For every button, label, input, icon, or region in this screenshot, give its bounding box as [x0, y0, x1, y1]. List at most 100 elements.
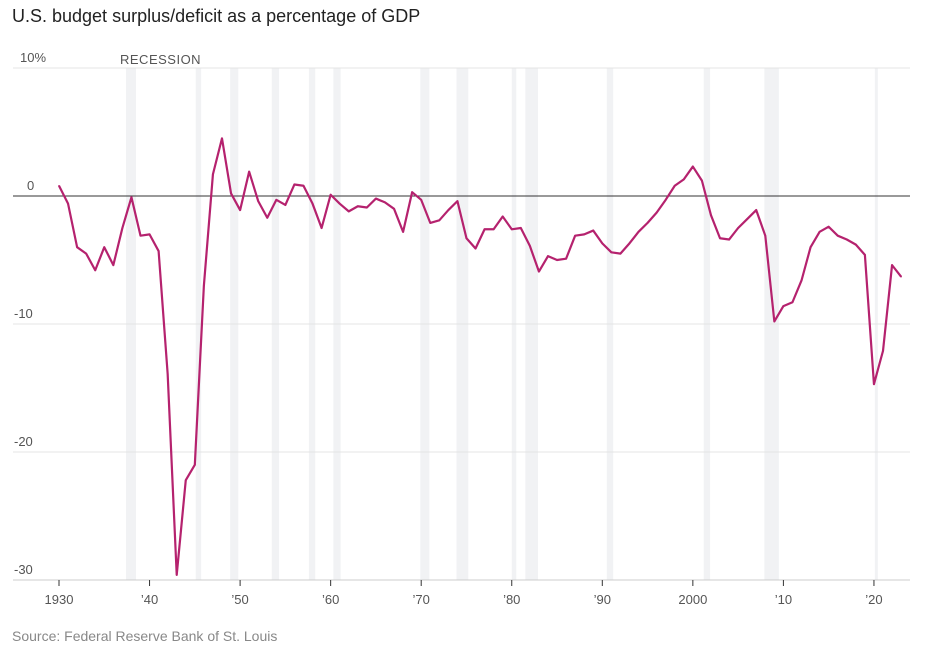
data-point: [809, 246, 812, 248]
data-point: [547, 255, 549, 257]
data-point: [592, 229, 595, 232]
data-point: [393, 208, 395, 210]
data-point: [94, 269, 97, 272]
data-point: [293, 183, 296, 186]
data-point: [474, 247, 477, 250]
x-tick-label: ’60: [322, 592, 339, 607]
data-point: [773, 320, 776, 323]
data-point: [384, 201, 386, 204]
data-point: [755, 209, 758, 211]
data-point: [492, 228, 495, 231]
data-point: [692, 165, 694, 168]
data-point: [855, 243, 857, 246]
data-point: [429, 222, 432, 224]
data-point: [347, 210, 350, 213]
data-point: [230, 192, 232, 195]
y-tick-label: -10: [14, 306, 33, 321]
data-point: [529, 245, 531, 247]
data-point: [302, 184, 305, 187]
x-tick-label: 1930: [45, 592, 74, 607]
data-point: [664, 199, 667, 201]
y-tick-label: 10%: [20, 50, 46, 65]
data-point: [257, 200, 260, 202]
x-tick-label: 2000: [678, 592, 707, 607]
data-point: [194, 464, 196, 466]
data-point: [67, 202, 69, 205]
data-point: [121, 227, 124, 229]
data-point: [357, 205, 359, 208]
data-point: [836, 234, 839, 237]
data-point: [157, 250, 160, 252]
data-point: [203, 284, 205, 287]
data-point: [184, 479, 187, 481]
data-point: [800, 279, 803, 282]
data-point: [320, 227, 323, 229]
data-point: [655, 211, 658, 214]
data-point: [818, 231, 821, 233]
data-point: [411, 191, 413, 193]
data-point: [447, 209, 450, 211]
data-point: [673, 184, 676, 187]
x-tick-label: ’80: [503, 592, 520, 607]
data-point: [710, 214, 712, 216]
data-point: [375, 197, 377, 200]
data-point: [510, 228, 513, 231]
data-point: [221, 137, 223, 140]
data-point: [701, 179, 703, 182]
data-point: [565, 257, 567, 260]
data-point: [103, 246, 106, 248]
x-tick-label: ’90: [594, 592, 611, 607]
data-point: [311, 202, 314, 205]
data-point: [583, 233, 585, 236]
data-point: [366, 206, 368, 209]
data-point: [882, 350, 884, 352]
data-point: [139, 234, 142, 237]
data-point: [520, 227, 522, 229]
data-point: [438, 219, 441, 222]
data-point: [402, 231, 404, 233]
data-point: [764, 234, 767, 237]
data-point: [619, 252, 622, 255]
data-point: [338, 202, 341, 205]
data-point: [284, 204, 287, 206]
data-point: [130, 196, 133, 199]
data-point: [610, 251, 613, 254]
y-tick-label: 0: [27, 178, 34, 193]
data-point: [266, 216, 269, 219]
data-point: [148, 233, 151, 236]
data-point: [112, 264, 115, 266]
data-point: [646, 222, 649, 224]
data-point: [574, 234, 576, 237]
data-point: [827, 225, 830, 228]
data-point: [329, 193, 332, 196]
data-point: [248, 170, 250, 173]
data-point: [420, 199, 423, 201]
x-tick-label: ’70: [413, 592, 430, 607]
y-tick-label: -30: [14, 562, 33, 577]
data-point: [728, 238, 730, 241]
data-point: [456, 200, 459, 202]
recession-label: RECESSION: [120, 52, 201, 67]
x-tick-label: ’20: [865, 592, 882, 607]
y-tick-label: -20: [14, 434, 33, 449]
data-point: [746, 218, 748, 220]
x-tick-label: ’10: [775, 592, 792, 607]
data-point: [900, 275, 902, 278]
data-point: [556, 259, 558, 261]
x-tick-label: ’40: [141, 592, 158, 607]
data-point: [85, 252, 87, 255]
series-line: [58, 137, 902, 576]
data-point: [719, 237, 721, 240]
data-point: [637, 231, 640, 233]
data-point: [212, 173, 214, 176]
data-point: [682, 178, 685, 181]
data-point: [501, 215, 504, 218]
data-point: [483, 228, 486, 231]
chart-title: U.S. budget surplus/deficit as a percent…: [12, 6, 421, 26]
data-point: [175, 574, 178, 576]
data-point: [239, 209, 241, 211]
data-point: [782, 305, 785, 307]
data-point: [275, 199, 278, 201]
